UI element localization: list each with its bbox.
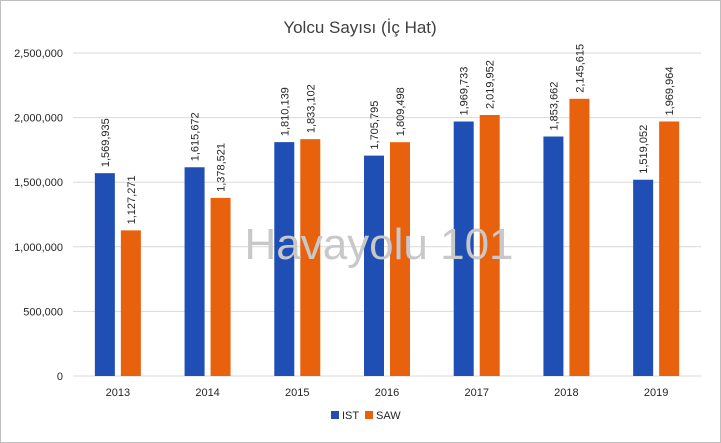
y-tick-label: 2,500,000 (14, 48, 63, 60)
bar-saw-2018 (569, 98, 590, 376)
data-label: 1,569,935 (100, 118, 112, 167)
data-label: 1,519,052 (638, 125, 650, 174)
data-label: 1,853,662 (548, 82, 560, 131)
y-tick-label: 0 (57, 371, 63, 383)
bar-ist-2019 (633, 179, 654, 376)
bar-ist-2013 (94, 173, 115, 376)
y-tick-label: 1,500,000 (14, 177, 63, 189)
bars (94, 98, 680, 376)
data-label: 1,615,672 (190, 112, 202, 161)
x-tick-label: 2014 (195, 387, 219, 399)
x-tick-label: 2017 (464, 387, 488, 399)
data-labels: 1,569,935 1,127,271 1,615,672 1,378,521 1,81… (100, 44, 676, 225)
legend: IST SAW (331, 410, 401, 422)
x-tick-label: 2018 (554, 387, 578, 399)
data-label: 1,833,102 (305, 84, 317, 133)
bar-ist-2018 (543, 136, 564, 376)
x-tick-label: 2013 (106, 387, 130, 399)
legend-swatch-ist (331, 411, 339, 419)
bar-ist-2017 (453, 121, 474, 376)
legend-label-saw: SAW (376, 410, 401, 422)
bar-saw-2016 (390, 142, 410, 376)
x-tick-label: 2016 (375, 387, 399, 399)
bar-saw-2014 (210, 197, 231, 376)
x-axis-ticks: 2013 2014 2015 2016 2017 2018 2019 (106, 387, 669, 399)
bar-saw-2019 (659, 121, 680, 376)
data-label: 1,969,964 (664, 67, 676, 116)
bar-ist-2014 (184, 167, 205, 376)
legend-label-ist: IST (342, 410, 359, 422)
y-axis-ticks: 0 500,000 1,000,000 1,500,000 2,000,000 2,500… (14, 48, 63, 383)
data-label: 1,705,795 (369, 101, 381, 150)
y-tick-label: 500,000 (23, 306, 63, 318)
x-tick-label: 2015 (285, 387, 309, 399)
bar-ist-2015 (274, 142, 295, 376)
chart-title: Yolcu Sayısı (İç Hat) (283, 18, 436, 37)
gridlines (73, 52, 701, 377)
bar-saw-2015 (300, 139, 321, 376)
data-label: 1,969,733 (459, 67, 471, 116)
bar-saw-2017 (479, 115, 500, 376)
y-tick-label: 2,000,000 (14, 113, 63, 125)
x-tick-label: 2019 (644, 387, 668, 399)
data-label: 2,019,952 (485, 60, 497, 109)
data-label: 2,145,615 (574, 44, 586, 93)
bar-saw-2013 (120, 230, 141, 376)
legend-swatch-saw (365, 411, 373, 419)
y-tick-label: 1,000,000 (14, 242, 63, 254)
watermark: Havayolu 101 (244, 220, 513, 269)
data-label: 1,127,271 (126, 175, 138, 224)
data-label: 1,810,139 (279, 87, 291, 136)
data-label: 1,378,521 (216, 143, 228, 192)
bar-ist-2016 (364, 155, 384, 376)
data-label: 1,809,498 (395, 87, 407, 136)
